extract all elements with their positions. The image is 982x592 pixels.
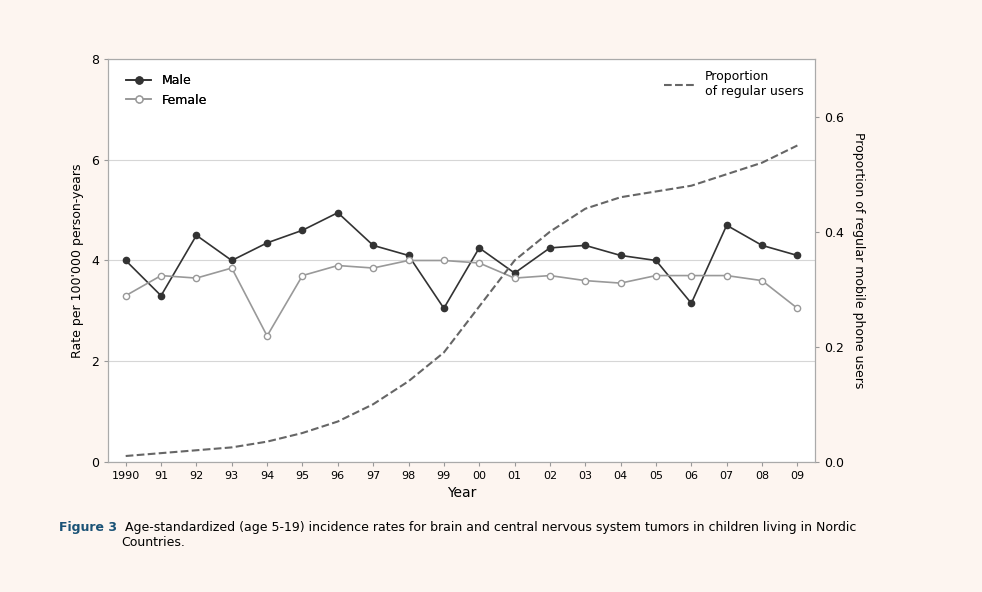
Legend: Proportion
of regular users: Proportion of regular users bbox=[659, 66, 809, 104]
Text: Age-standardized (age 5-19) incidence rates for brain and central nervous system: Age-standardized (age 5-19) incidence ra… bbox=[121, 521, 856, 549]
Legend: Male, Female: Male, Female bbox=[122, 69, 212, 112]
Y-axis label: Proportion of regular mobile phone users: Proportion of regular mobile phone users bbox=[852, 132, 865, 389]
X-axis label: Year: Year bbox=[447, 487, 476, 500]
Text: Figure 3: Figure 3 bbox=[59, 521, 117, 534]
Y-axis label: Rate per 100'000 person-years: Rate per 100'000 person-years bbox=[71, 163, 84, 358]
